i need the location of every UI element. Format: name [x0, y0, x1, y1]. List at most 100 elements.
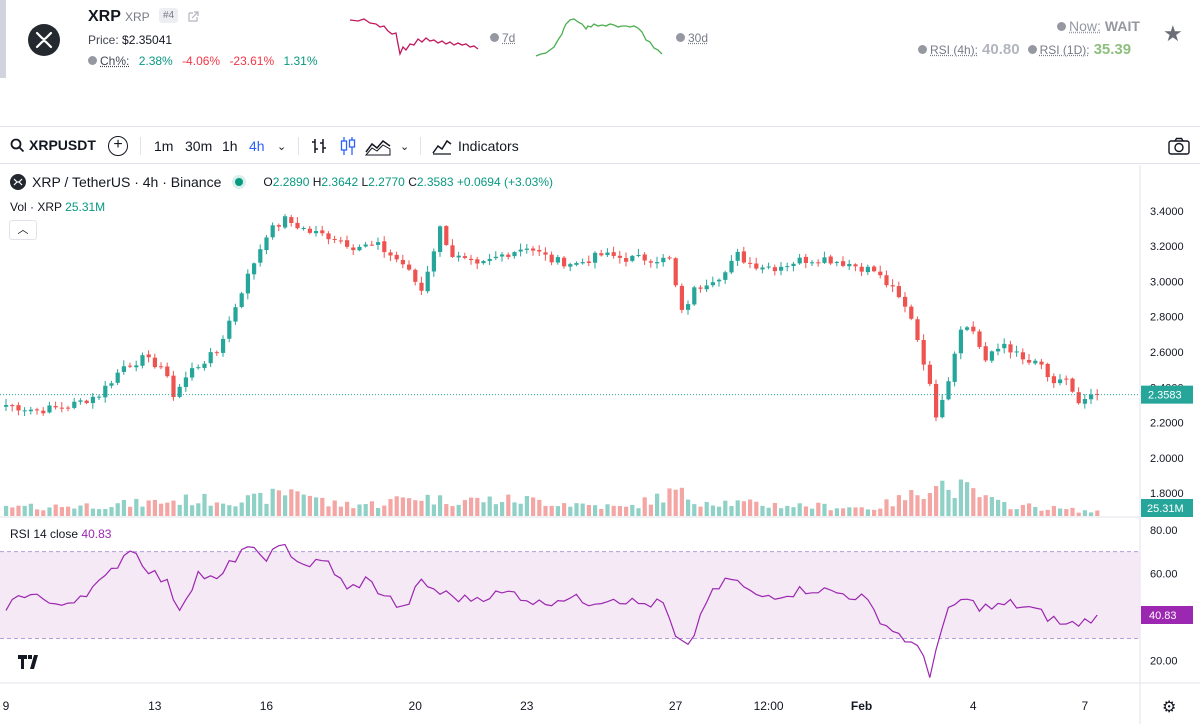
candles-chart-type-icon[interactable] — [339, 136, 357, 156]
candle-body — [376, 242, 381, 245]
compare-symbol-icon[interactable]: + — [108, 136, 128, 156]
info-icon[interactable] — [88, 56, 97, 65]
candle-body — [214, 352, 219, 354]
volume-bar — [630, 504, 635, 516]
candle-body — [1095, 393, 1100, 395]
star-icon[interactable]: ★ — [1163, 21, 1183, 46]
camera-icon[interactable] — [1168, 137, 1190, 155]
chevron-down-icon[interactable]: ⌄ — [400, 141, 410, 153]
volume-bar — [729, 506, 734, 516]
volume-bar — [283, 495, 288, 516]
volume-bar — [977, 497, 982, 516]
info-icon[interactable] — [918, 45, 927, 54]
candle-body — [853, 264, 858, 267]
volume-bar — [258, 492, 263, 516]
time-axis-tick: 20 — [409, 699, 423, 713]
info-icon[interactable] — [1057, 22, 1066, 31]
interval-4h-button[interactable]: 4h — [249, 138, 265, 154]
chevron-down-icon[interactable]: ⌄ — [277, 141, 287, 153]
candle-body — [233, 307, 238, 322]
candle-body — [283, 216, 288, 228]
candle-body — [506, 254, 511, 257]
candle-body — [53, 406, 58, 408]
volume-bar — [971, 488, 976, 516]
volume-bar — [760, 505, 765, 516]
candle-body — [797, 257, 802, 264]
settings-gear-icon[interactable]: ⚙ — [1162, 699, 1177, 716]
tradingview-logo-icon[interactable] — [18, 655, 42, 674]
area-chart-type-icon[interactable] — [365, 136, 391, 156]
volume-bar — [456, 504, 461, 516]
volume-bar — [394, 496, 399, 516]
chart-legend: XRP / TetherUS · 4h · Binance O2.2890 H2… — [10, 174, 553, 190]
chart-area[interactable]: 3.40003.20003.00002.80002.60002.40002.20… — [0, 165, 1200, 724]
interval-1h-button[interactable]: 1h — [222, 138, 238, 154]
ohlc-values: O2.2890 H2.3642 L2.2770 C2.3583 +0.0694 … — [263, 175, 553, 189]
collapse-legend-button[interactable]: ︿ — [9, 220, 37, 240]
volume-bar — [419, 500, 424, 516]
volume-bar — [481, 502, 486, 516]
volume-bar — [388, 499, 393, 516]
candle-body — [475, 259, 480, 264]
volume-bar — [506, 494, 511, 516]
change-value: -4.06% — [182, 54, 221, 68]
volume-bar — [462, 500, 467, 516]
volume-bar — [376, 507, 381, 516]
info-icon[interactable] — [1027, 45, 1037, 54]
candle-body — [227, 320, 232, 339]
volume-bar — [121, 499, 126, 516]
volume-bar — [382, 505, 387, 516]
candle-body — [673, 258, 678, 286]
candle-body — [934, 383, 939, 418]
pair-label[interactable]: XRP / TetherUS · 4h · Binance — [32, 174, 222, 190]
candle-body — [1089, 394, 1094, 400]
sparkline-7d-label[interactable]: 7d — [490, 31, 515, 45]
candle-body — [605, 252, 610, 256]
volume-bar — [562, 503, 567, 516]
candle-body — [1020, 352, 1025, 360]
volume-bar — [679, 487, 684, 516]
symbol-search-button[interactable]: XRPUSDT — [10, 137, 96, 153]
volume-bar — [834, 508, 839, 516]
candle-body — [177, 386, 182, 397]
sparkline-30d-label[interactable]: 30d — [676, 31, 708, 45]
price-axis-tick: 3.4000 — [1150, 206, 1184, 218]
external-link-icon[interactable] — [186, 10, 200, 24]
candle-body — [450, 245, 455, 257]
candle-body — [661, 257, 666, 263]
candle-body — [586, 261, 591, 263]
volume-bar — [797, 503, 802, 516]
volume-bar — [59, 507, 64, 516]
candle-body — [239, 293, 244, 307]
volume-bar — [140, 506, 145, 516]
candle-body — [1070, 378, 1075, 392]
volume-bar — [47, 507, 52, 516]
candle-body — [357, 246, 362, 251]
volume-bar — [828, 510, 833, 516]
indicators-button[interactable]: Indicators — [432, 137, 519, 155]
candle-body — [128, 365, 133, 367]
interval-1m-button[interactable]: 1m — [154, 138, 174, 154]
volume-bar — [710, 505, 715, 516]
volume-bar — [934, 486, 939, 516]
sparkline-30d — [536, 18, 663, 57]
price-chart[interactable]: 3.40003.20003.00002.80002.60002.40002.20… — [0, 165, 1200, 724]
volume-bar — [115, 503, 120, 516]
volume-bar — [72, 508, 77, 516]
volume-bar — [822, 503, 827, 516]
rsi-axis-tick: 80.00 — [1150, 525, 1178, 537]
interval-30m-button[interactable]: 30m — [185, 138, 213, 154]
volume-bar — [704, 502, 709, 516]
volume-bar — [686, 499, 691, 516]
candle-body — [258, 249, 263, 263]
volume-bar — [996, 499, 1001, 516]
candle-body — [717, 279, 722, 282]
volume-bar — [400, 497, 405, 516]
candle-body — [140, 355, 145, 366]
volume-bar — [865, 509, 870, 516]
bar-chart-type-icon[interactable] — [310, 137, 328, 155]
volume-bar — [1002, 502, 1007, 516]
volume-bar — [940, 480, 945, 516]
candle-body — [952, 353, 957, 382]
candle-body — [704, 285, 709, 290]
